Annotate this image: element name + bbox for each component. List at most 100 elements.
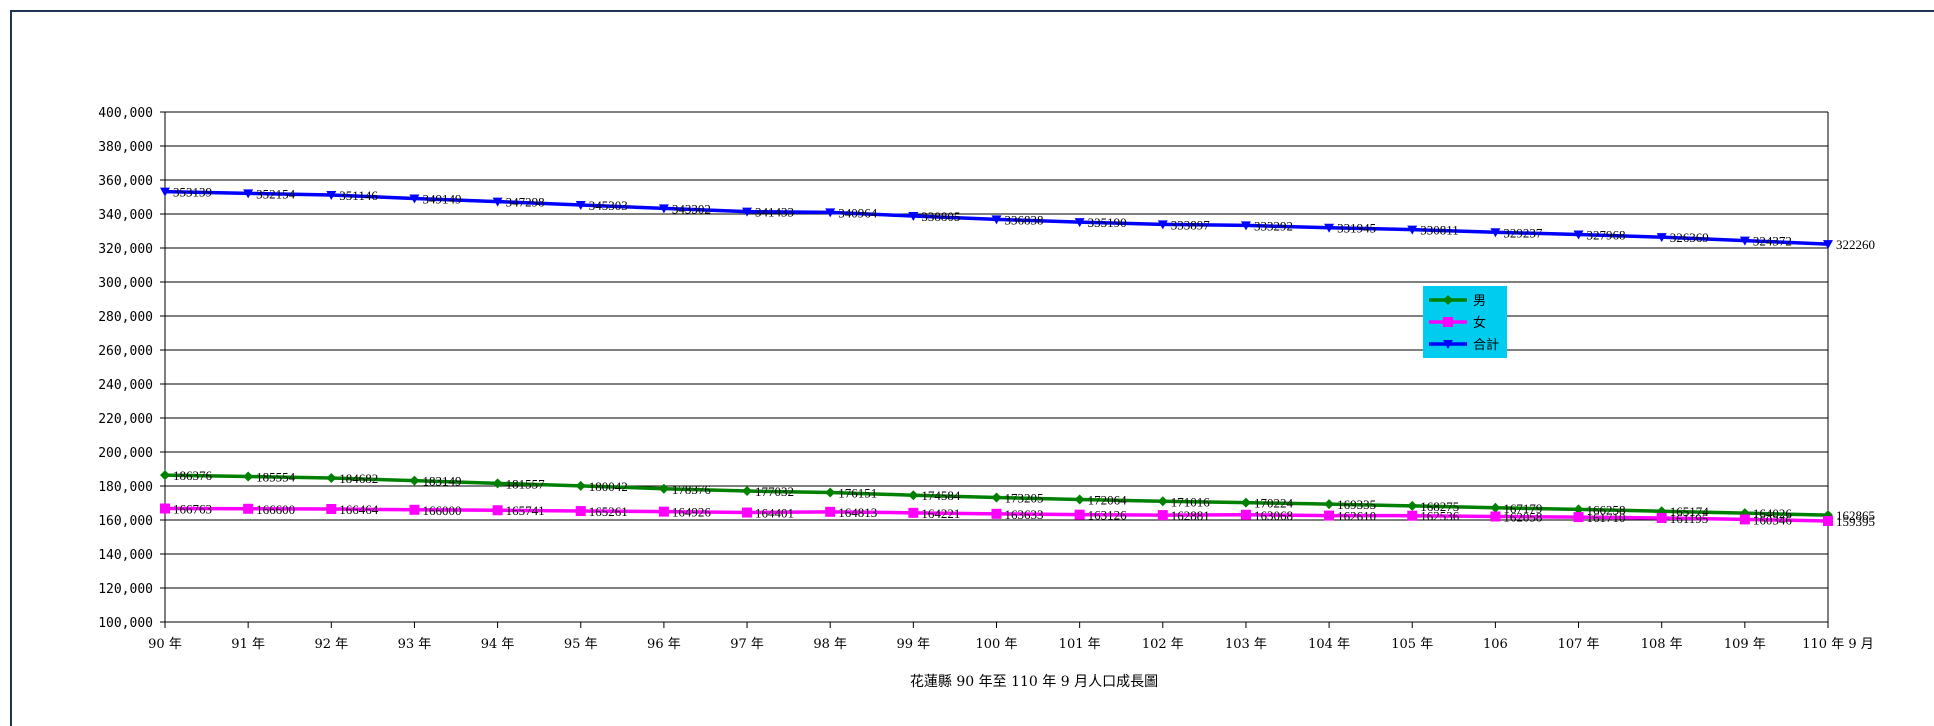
data-point-marker <box>908 490 919 501</box>
data-label: 166464 <box>339 502 379 517</box>
data-point-marker <box>409 504 420 515</box>
data-point-marker <box>742 486 753 497</box>
y-tick-label: 320,000 <box>98 242 153 257</box>
y-tick-label: 180,000 <box>98 480 153 495</box>
data-label: 170224 <box>1254 496 1294 511</box>
data-point-marker <box>160 470 170 481</box>
data-label: 167179 <box>1503 501 1542 516</box>
data-point-marker <box>1407 500 1418 511</box>
data-label: 162058 <box>1503 510 1542 525</box>
x-tick-label: 101 年 <box>1059 637 1101 652</box>
y-tick-label: 160,000 <box>98 514 153 529</box>
data-label: 168275 <box>1420 499 1459 514</box>
data-point-marker <box>1240 509 1251 520</box>
data-point-marker <box>1157 510 1168 521</box>
data-label: 161195 <box>1670 511 1709 526</box>
data-point-marker <box>1656 233 1667 243</box>
data-point-marker <box>1074 509 1085 520</box>
data-point-marker <box>1443 295 1453 305</box>
data-label: 163633 <box>1005 507 1044 522</box>
y-tick-label: 400,000 <box>98 106 153 121</box>
data-label: 341433 <box>755 205 794 220</box>
data-label: 162610 <box>1337 509 1376 524</box>
data-point-marker <box>991 215 1002 225</box>
legend-entry-label: 男 <box>1473 293 1486 308</box>
data-point-marker <box>409 194 420 204</box>
data-label: 184682 <box>339 471 378 486</box>
x-tick-label: 93 年 <box>398 637 432 652</box>
data-label: 173205 <box>1005 491 1044 506</box>
data-label: 333897 <box>1171 217 1211 232</box>
data-label: 183149 <box>422 474 461 489</box>
data-point-marker <box>1823 516 1833 527</box>
data-label: 324372 <box>1753 234 1792 249</box>
data-label: 164926 <box>672 505 712 520</box>
data-label: 166763 <box>173 502 212 517</box>
y-axis-ticks: 100,000 120,000 140,000 160,000 180,000 200,0… <box>98 106 165 631</box>
data-point-marker <box>1157 496 1168 507</box>
data-point-marker <box>1823 240 1833 250</box>
data-point-marker <box>1490 502 1501 513</box>
x-tick-label: 97 年 <box>730 637 764 652</box>
data-point-marker <box>1573 230 1584 240</box>
data-label: 165261 <box>589 504 628 519</box>
data-label: 160346 <box>1753 512 1793 527</box>
data-point-marker <box>243 471 254 482</box>
data-label: 352154 <box>256 186 296 201</box>
data-label: 335190 <box>1088 215 1127 230</box>
data-point-marker <box>1443 340 1453 349</box>
data-label: 165741 <box>506 503 545 518</box>
y-tick-label: 280,000 <box>98 310 153 325</box>
data-label: 349149 <box>422 191 461 206</box>
data-point-marker <box>1739 514 1750 525</box>
x-tick-label: 104 年 <box>1308 637 1350 652</box>
data-point-marker <box>1573 504 1584 515</box>
x-tick-label: 96 年 <box>647 637 681 652</box>
y-tick-label: 140,000 <box>98 548 153 563</box>
data-point-marker <box>326 473 337 484</box>
x-tick-label: 91 年 <box>231 637 265 652</box>
legend-entry-label: 女 <box>1473 315 1486 330</box>
data-point-marker <box>1490 511 1501 522</box>
data-point-marker <box>908 507 919 518</box>
data-label: 345303 <box>589 198 628 213</box>
data-point-marker <box>991 508 1002 519</box>
axes <box>164 112 1829 623</box>
data-point-marker <box>492 478 503 489</box>
y-tick-label: 300,000 <box>98 276 153 291</box>
series-female: 166763 166600 166464 166000 165741 165261 1649… <box>160 502 1875 529</box>
x-tick-label: 108 年 <box>1641 637 1683 652</box>
data-label: 336838 <box>1005 212 1044 227</box>
data-label: 351146 <box>339 188 378 203</box>
data-label: 159395 <box>1836 514 1875 529</box>
y-tick-label: 120,000 <box>98 582 153 597</box>
data-label: 181557 <box>506 476 545 491</box>
data-point-marker <box>908 212 919 222</box>
x-tick-label: 103 年 <box>1225 637 1267 652</box>
data-point-marker <box>1443 317 1453 327</box>
data-label: 329237 <box>1503 225 1543 240</box>
data-label: 164401 <box>755 506 794 521</box>
x-tick-label: 105 年 <box>1391 637 1433 652</box>
data-label: 331945 <box>1337 221 1376 236</box>
x-tick-label: 90 年 <box>148 637 182 652</box>
data-point-marker <box>1656 506 1667 517</box>
data-label: 176151 <box>838 486 877 501</box>
chart-frame <box>10 10 1934 726</box>
data-label: 165174 <box>1670 504 1710 519</box>
series-male: 186376 185554 184682 183149 181557 180042 1783… <box>160 468 1875 523</box>
data-label: 327968 <box>1587 227 1626 242</box>
data-label: 172064 <box>1088 492 1128 507</box>
data-label: 178376 <box>672 482 712 497</box>
data-label: 180042 <box>589 479 628 494</box>
grid-lines <box>165 111 1828 623</box>
y-tick-label: 340,000 <box>98 208 153 223</box>
data-label: 163126 <box>1088 508 1128 523</box>
legend-entry-label: 合計 <box>1473 337 1499 352</box>
data-label: 326369 <box>1670 230 1709 245</box>
data-point-marker <box>492 505 503 516</box>
x-tick-label: 110 年 9 月 <box>1802 637 1873 652</box>
data-label: 166600 <box>256 502 295 517</box>
data-point-marker <box>991 492 1002 503</box>
x-tick-label: 95 年 <box>564 637 598 652</box>
